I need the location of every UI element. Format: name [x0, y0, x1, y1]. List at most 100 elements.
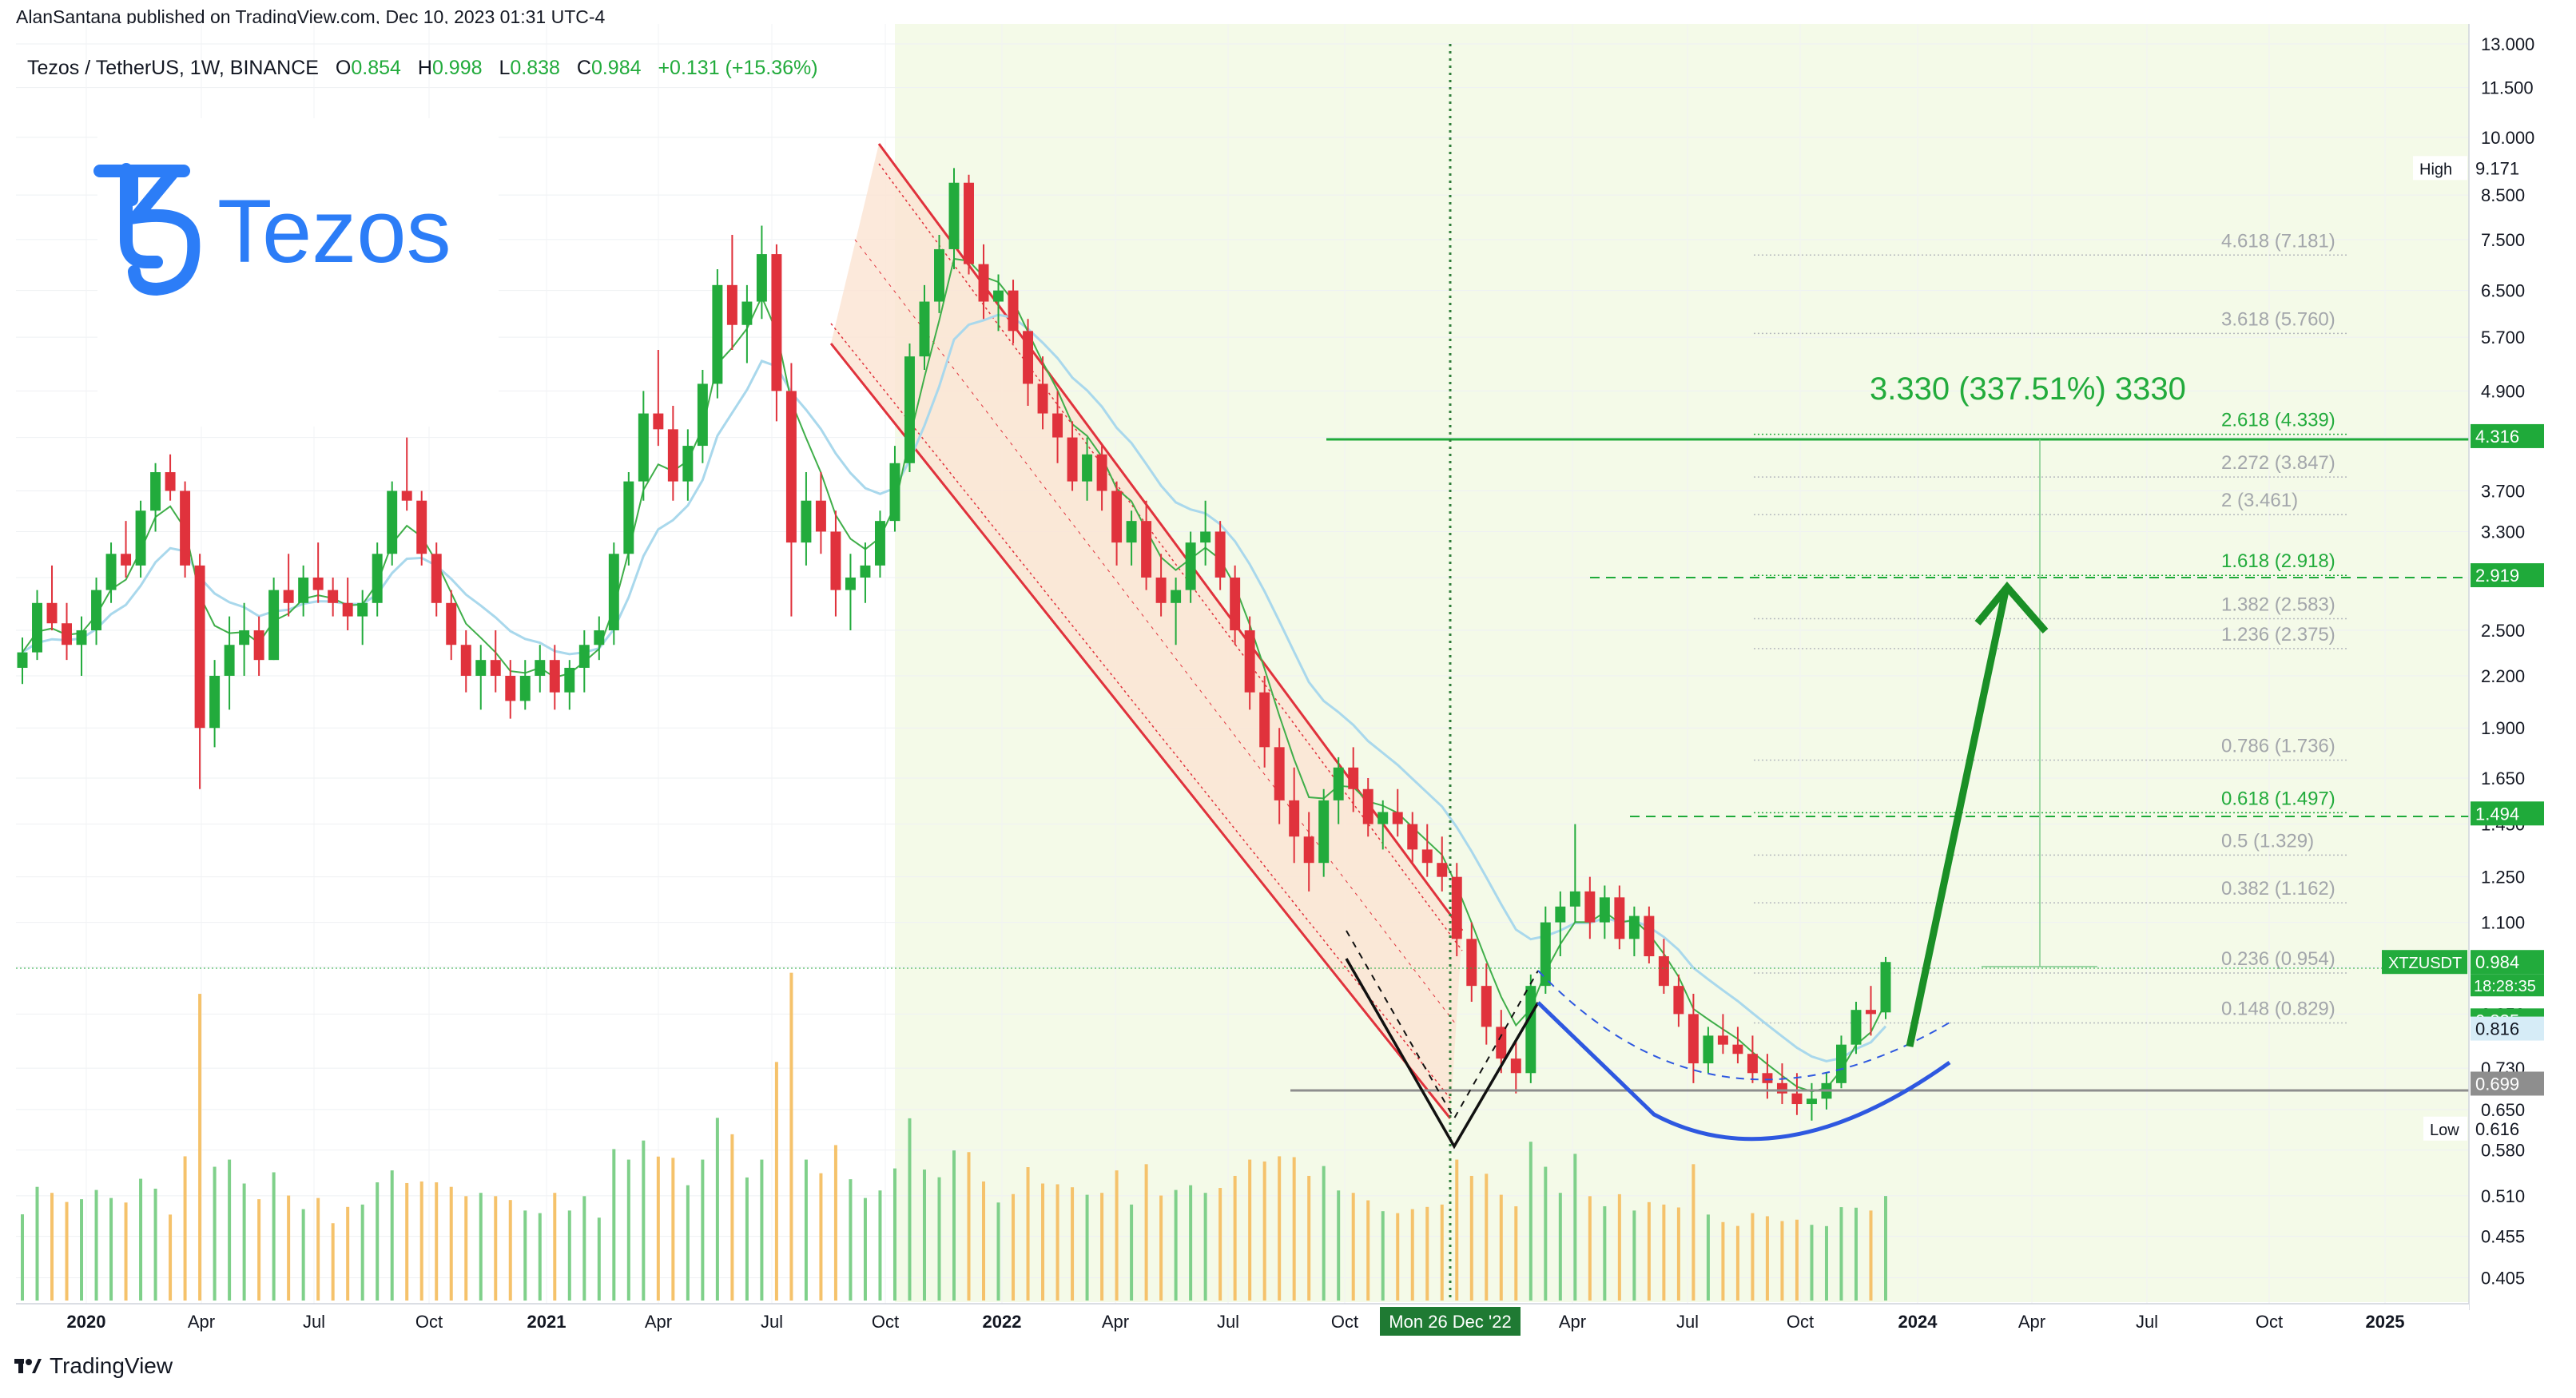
candle-body: [165, 472, 176, 491]
volume-bar: [730, 1134, 734, 1301]
channel-lower-line: [829, 343, 1452, 1119]
high-label: H: [418, 57, 432, 79]
candle-body: [919, 301, 930, 357]
candle-body: [46, 602, 58, 624]
volume-bar: [1884, 1196, 1887, 1301]
price-axis-label: 0.455: [2481, 1227, 2525, 1247]
volume-bar: [1499, 1194, 1503, 1301]
time-axis-bg: [16, 1304, 2469, 1337]
fib-level-label: 0.786 (1.736): [2221, 735, 2335, 757]
volume-bar: [1544, 1166, 1548, 1301]
candle-body: [874, 521, 885, 566]
volume-bar: [1262, 1161, 1266, 1301]
footer: TradingView: [14, 1353, 173, 1379]
candle-body: [357, 602, 368, 617]
candle-body: [1392, 812, 1403, 824]
volume-bar: [819, 1173, 823, 1301]
candle-body: [342, 602, 353, 617]
volume-bar: [1026, 1167, 1030, 1301]
volume-bar: [1396, 1213, 1400, 1301]
time-axis-label: Jul: [2136, 1312, 2158, 1332]
price-tag-bg: [2471, 563, 2544, 588]
candle-body: [416, 500, 427, 554]
volume-bar: [1751, 1213, 1755, 1301]
breakout-arrow-shaft: [1906, 590, 2010, 1047]
price-axis-label: 1.650: [2481, 769, 2525, 788]
volume-bar: [390, 1170, 394, 1301]
candles: [17, 168, 1891, 1121]
candle-body: [712, 284, 723, 384]
candle-body: [964, 182, 974, 264]
volume-bar: [449, 1186, 453, 1301]
candle-body: [194, 565, 205, 729]
volume-bar: [1839, 1207, 1843, 1301]
candle-body: [1377, 812, 1389, 824]
price-axis-label: 8.500: [2481, 185, 2525, 205]
volume-bar: [1676, 1207, 1680, 1301]
candle-body: [1481, 986, 1492, 1027]
candle-body: [519, 675, 531, 701]
candle-body: [978, 264, 989, 302]
volume-bar: [242, 1183, 246, 1301]
candle-body: [1421, 849, 1433, 864]
volume-bar: [1012, 1193, 1016, 1301]
time-axis-label: Jul: [761, 1312, 783, 1332]
volume-bar: [257, 1199, 261, 1301]
candle-body: [594, 630, 605, 645]
candle-body: [1274, 747, 1285, 800]
volume-bar: [878, 1190, 882, 1301]
tradingview-logo-icon: [14, 1357, 42, 1375]
time-axis-label: Apr: [1102, 1312, 1129, 1332]
candle-body: [535, 660, 546, 676]
candle-body: [785, 391, 797, 543]
low-label: L: [499, 57, 510, 79]
volume-bar: [479, 1193, 483, 1301]
candle-body: [1762, 1073, 1773, 1083]
price-tag-bg: [2471, 801, 2544, 826]
volume-bar: [1100, 1193, 1104, 1301]
price-axis-label: 1.900: [2481, 718, 2525, 738]
candle-body: [1628, 915, 1640, 939]
volume-bar: [1647, 1201, 1651, 1301]
tezos-icon: [93, 163, 201, 296]
open-label: O: [336, 57, 351, 79]
volume-bar: [376, 1182, 380, 1301]
price-axis-label: 1.250: [2481, 868, 2525, 888]
candle-body: [771, 254, 782, 391]
price-tag-value: 0.984: [2475, 952, 2519, 972]
candle-body: [224, 645, 235, 676]
candle-body: [1732, 1044, 1743, 1054]
candle-body: [1303, 836, 1314, 864]
candle-body: [1599, 897, 1610, 923]
price-tag-label: XTZUSDT: [2388, 955, 2462, 972]
candle-body: [1747, 1054, 1758, 1074]
volume-bar: [1632, 1210, 1636, 1301]
volume-bar: [228, 1159, 232, 1301]
candle-body: [446, 602, 457, 645]
volume-bar: [1248, 1159, 1252, 1301]
volume-bar: [1233, 1175, 1237, 1301]
volume-bar: [745, 1177, 749, 1301]
price-axis-label: 6.500: [2481, 281, 2525, 301]
volume-bar: [1514, 1206, 1518, 1301]
time-axis[interactable]: 2020 Apr Jul Oct 2021 Apr Jul Oct 2022 Apr Jul Oct M…: [67, 1307, 2405, 1336]
volume-bar: [1322, 1166, 1326, 1301]
open-value: 0.854: [351, 57, 401, 79]
candle-body: [1318, 800, 1330, 864]
candle-body: [1052, 413, 1063, 438]
fib-level-label: 3.618 (5.760): [2221, 308, 2335, 330]
candle-body: [135, 510, 146, 566]
volume-bar: [967, 1152, 971, 1301]
price-tag-value: 4.316: [2475, 427, 2519, 447]
candle-body: [1333, 767, 1344, 800]
candle-body: [1851, 1010, 1862, 1045]
volume-bar: [1617, 1193, 1621, 1301]
candle-body: [623, 481, 634, 554]
candle-body: [1082, 454, 1093, 482]
volume-bar: [1337, 1190, 1341, 1301]
svg-text:Tezos / TetherUS, 1W, BINANCE: Tezos / TetherUS, 1W, BINANCE O0.854 H0.…: [27, 57, 818, 79]
candle-body: [490, 660, 501, 676]
price-tag-bg: [2471, 1071, 2544, 1096]
volume-bar: [1735, 1225, 1739, 1301]
